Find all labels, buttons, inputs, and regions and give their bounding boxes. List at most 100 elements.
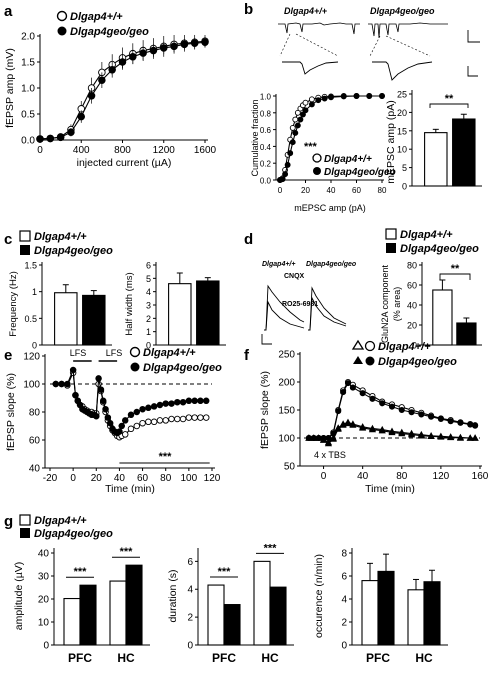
data-point (197, 397, 204, 405)
tbs-label: 4 x TBS (314, 450, 346, 460)
data-point (310, 434, 318, 441)
bar (432, 289, 453, 346)
legend-wt-label: Dlgap4+/+ (70, 11, 123, 23)
trace-label-ko: Dlgap4geo/geo (306, 261, 357, 268)
x-tick-label: 60 (352, 186, 361, 195)
panel-e-x-label: Time (min) (105, 483, 155, 495)
data-point (121, 431, 129, 438)
panel-a-series (36, 34, 209, 143)
data-point (190, 39, 199, 48)
legend-ko-label: Dlgap4geo/geo (378, 356, 457, 368)
y-tick-label: 80 (29, 408, 41, 419)
data-point (427, 432, 435, 440)
data-point (174, 415, 181, 423)
cum-ticks: 0.0 0.2 0.4 0.6 0.8 1.0 0 20 40 60 80 (260, 93, 387, 196)
x-tick-label: 20 (91, 473, 103, 484)
y-tick-label: 6 (146, 261, 151, 271)
y-tick-label: 40 (38, 549, 50, 560)
x-tick-label: 1200 (153, 145, 176, 156)
data-point (349, 421, 357, 428)
data-point (170, 42, 178, 51)
panel-e-significance: *** (159, 451, 173, 463)
y-tick-label: 40 (29, 464, 41, 475)
y-tick-label: 6 (341, 572, 347, 583)
data-point (378, 426, 386, 434)
zoom-line (295, 33, 339, 57)
y-tick-label: 0 (32, 341, 37, 351)
legend-wt-label: Dlgap4+/+ (143, 347, 196, 359)
data-point (104, 414, 112, 421)
y-tick-label: 25 (397, 90, 407, 100)
y-tick-label: 6 (187, 557, 193, 568)
data-point (308, 101, 315, 108)
data-point (127, 411, 135, 419)
data-point (297, 116, 304, 123)
mepsc-zoom-wt (282, 61, 339, 75)
data-point (407, 430, 416, 438)
legend-wt-label: Dlgap4+/+ (378, 341, 431, 353)
data-point (145, 418, 152, 426)
x-tick-label: 120 (204, 473, 221, 484)
data-point (118, 58, 127, 66)
data-point (99, 397, 107, 405)
data-point (191, 397, 198, 405)
bar (407, 589, 425, 646)
data-point (359, 424, 367, 431)
data-point (156, 401, 164, 409)
bar (82, 294, 106, 346)
y-tick-label: 2.0 (21, 32, 35, 43)
data-point (366, 93, 373, 99)
data-point (321, 95, 328, 102)
y-tick-label: 80 (407, 261, 417, 271)
zoom-line (279, 33, 291, 57)
legend-wt-label: Dlgap4+/+ (34, 515, 87, 527)
y-tick-label: 0.6 (260, 126, 272, 135)
panel-f-ticks: 50 100 150 200 250 0 40 80 120 160 (278, 350, 488, 483)
scale-bar (467, 66, 478, 77)
nmda-trace-ko-2 (308, 296, 347, 331)
data-point (202, 414, 210, 421)
data-point (417, 432, 425, 439)
y-tick-label: 0.2 (260, 160, 272, 169)
data-point (36, 135, 44, 143)
panel-d: Dlgap4+/+ Dlgap4geo/geo CNQX RO25-6981 D… (261, 228, 482, 351)
y-tick-label: 0 (412, 341, 417, 351)
legend-wt-label: Dlgap4+/+ (400, 229, 453, 241)
x-tick-label: 0 (278, 186, 283, 195)
legend-ko-label: Dlgap4geo/geo (143, 362, 222, 374)
panel-e-ticks: 40 60 80 100 120 -20 0 20 40 60 80 100 120 (23, 352, 220, 485)
data-point (56, 133, 65, 142)
trace-label-wt: Dlgap4+/+ (284, 6, 328, 16)
bar (424, 132, 448, 187)
data-point (340, 389, 347, 396)
legend-wt-marker (364, 340, 376, 352)
data-point (162, 417, 169, 424)
data-point (284, 161, 291, 168)
data-point (67, 128, 75, 136)
zoom-line (385, 35, 431, 57)
data-point (168, 415, 175, 423)
x-tick-label: 60 (137, 473, 149, 484)
significance-label: *** (120, 546, 134, 558)
data-point (180, 40, 189, 49)
panel-c-label: c (4, 231, 12, 248)
halfwidth-bar-chart: 0 1 2 3 4 5 6 (146, 261, 220, 351)
data-point (329, 435, 337, 442)
cum-y-label: Cumulative fraction (250, 99, 260, 176)
y-tick-label: 15 (397, 126, 407, 136)
data-point (133, 408, 141, 416)
legend-wt-triangle (351, 339, 365, 350)
y-tick-label: 100 (23, 380, 40, 391)
y-tick-label: 4 (146, 287, 151, 297)
y-tick-label: 0.0 (260, 177, 272, 186)
group-label: HC (261, 651, 279, 665)
y-tick-label: 150 (278, 406, 295, 417)
nmda-trace-wt-2 (264, 300, 305, 331)
mepsc-bar-significance: ** (445, 93, 454, 105)
scale-bar (467, 30, 480, 43)
legend-ko-marker (57, 26, 67, 36)
legend-ko-marker (130, 362, 140, 372)
mepsc-bar-y-label: mEPSC amp (pA) (385, 100, 397, 183)
data-point (202, 397, 210, 405)
data-point (116, 428, 123, 435)
